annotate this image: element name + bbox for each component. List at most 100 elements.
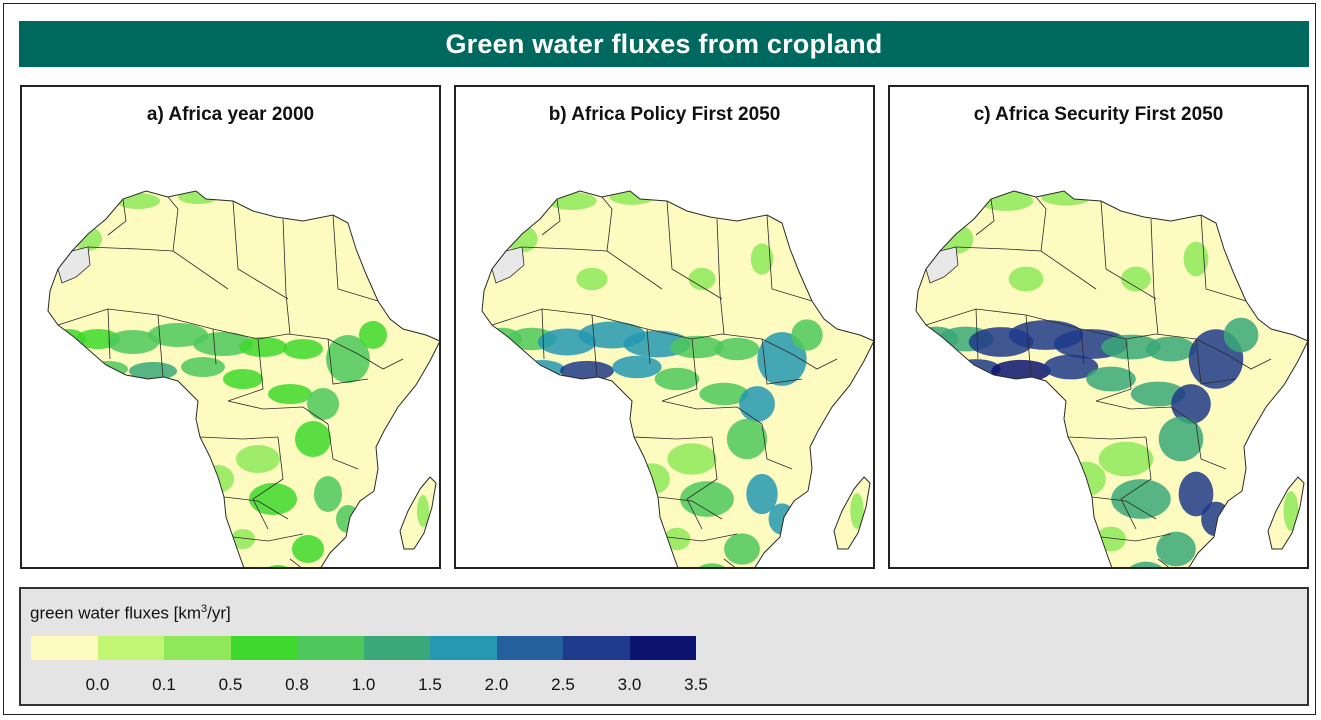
cropland-flux-patch	[757, 332, 807, 386]
country-border	[232, 200, 289, 300]
cropland-flux-patch	[1178, 471, 1214, 517]
cropland-flux-patch	[1283, 491, 1299, 531]
cropland-flux-patch	[107, 330, 159, 354]
legend-swatch	[97, 636, 164, 660]
legend-color-scale	[31, 636, 696, 660]
cropland-flux-patch	[850, 493, 864, 529]
cropland-flux-patch	[1183, 241, 1209, 277]
country-border	[1195, 338, 1237, 385]
legend-swatch	[164, 636, 231, 660]
cropland-flux-patch	[688, 267, 716, 291]
country-border	[661, 400, 763, 425]
country-border	[87, 246, 174, 252]
cropland-flux-patch	[292, 535, 324, 563]
legend-swatch	[629, 636, 696, 660]
cropland-flux-patch	[609, 191, 655, 205]
cropland-flux-patch	[519, 360, 565, 378]
country-border	[285, 293, 291, 335]
legend-swatch	[363, 636, 430, 660]
legend-swatch	[496, 636, 563, 660]
cropland-flux-patch	[576, 267, 608, 291]
figure-title: Green water fluxes from cropland	[19, 21, 1309, 67]
cropland-flux-patch	[236, 445, 280, 473]
country-border	[1100, 533, 1172, 542]
country-border	[57, 308, 359, 355]
country-border	[332, 214, 379, 302]
legend-tick-label: 0.8	[285, 675, 309, 694]
legend-swatch	[31, 636, 98, 660]
cropland-flux-patch	[1101, 334, 1161, 360]
country-border	[1225, 353, 1272, 370]
cropland-flux-patch	[791, 319, 823, 351]
country-border	[227, 338, 264, 402]
country-border	[199, 436, 279, 440]
map-panel-africa-security-first-2050: c) Africa Security First 2050	[888, 85, 1309, 569]
country-border	[666, 533, 738, 542]
country-border	[232, 533, 304, 542]
cropland-flux-patch	[1201, 501, 1231, 537]
cropland-flux-patch	[768, 503, 796, 535]
country-border	[541, 308, 545, 360]
country-border	[1095, 338, 1132, 402]
cropland-flux-patch	[714, 337, 760, 361]
country-border	[327, 423, 359, 470]
cropland-flux-patch	[307, 388, 339, 420]
country-border	[1100, 200, 1157, 300]
cropland-flux-patch	[739, 386, 775, 422]
cropland-flux-patch	[634, 463, 670, 495]
cropland-flux-patch	[1111, 479, 1171, 519]
legend-tick-label: 0.1	[152, 675, 176, 694]
cropland-flux-patch	[202, 465, 234, 493]
cropland-flux-patch	[181, 357, 225, 377]
coastline	[915, 190, 1307, 567]
africa-map	[47, 190, 439, 567]
cropland-flux-patch	[314, 476, 342, 512]
panel-title: b) Africa Policy First 2050	[548, 104, 781, 125]
country-border	[289, 558, 302, 567]
country-border	[223, 496, 289, 520]
legend-tick-label: 2.0	[484, 675, 509, 694]
country-border	[661, 338, 698, 402]
cropland-flux-patch	[750, 243, 774, 275]
cropland-flux-patch	[249, 483, 297, 515]
cropland-flux-patch	[724, 533, 760, 565]
cropland-flux-patch	[560, 360, 614, 382]
country-border	[716, 218, 721, 295]
cropland-flux-patch	[1086, 366, 1136, 392]
africa-map	[915, 190, 1307, 567]
cropland-flux-patch	[1158, 416, 1204, 462]
cropland-flux-patch	[1041, 191, 1091, 206]
cropland-flux-patch	[612, 355, 662, 379]
cropland-flux-patch	[116, 193, 160, 209]
map-panel-africa-policy-first-2050: b) Africa Policy First 2050	[454, 85, 875, 569]
country-border	[167, 196, 229, 290]
coastline	[481, 190, 873, 567]
cropland-flux-patch	[1043, 354, 1099, 380]
country-border	[227, 400, 329, 425]
cropland-flux-patch	[223, 369, 263, 389]
cropland-flux-patch	[193, 332, 253, 356]
cropland-flux-patch	[1146, 336, 1196, 362]
cropland-flux-patch	[231, 529, 255, 549]
country-border	[212, 328, 217, 365]
legend-tick-label: 0.5	[218, 675, 243, 694]
country-border	[761, 423, 793, 470]
cropland-flux-patch	[359, 321, 387, 349]
country-border	[282, 218, 287, 295]
cropland-flux-patch	[654, 367, 700, 391]
country-border	[955, 246, 1042, 252]
legend-swatch	[297, 636, 364, 660]
legend-tick-label: 3.0	[617, 675, 642, 694]
country-border	[1153, 293, 1159, 335]
legend-title: green water fluxes [km3/yr]	[30, 603, 231, 623]
legend-swatch	[230, 636, 297, 660]
cropland-flux-patch	[726, 418, 768, 460]
country-border	[1150, 218, 1155, 295]
country-border	[791, 353, 838, 370]
country-border	[491, 308, 793, 355]
cropland-flux-patch	[1008, 266, 1044, 292]
legend-tick-label: 1.0	[351, 675, 376, 694]
country-border	[1120, 436, 1152, 530]
country-border	[1095, 400, 1197, 425]
cropland-flux-patch	[991, 359, 1051, 383]
